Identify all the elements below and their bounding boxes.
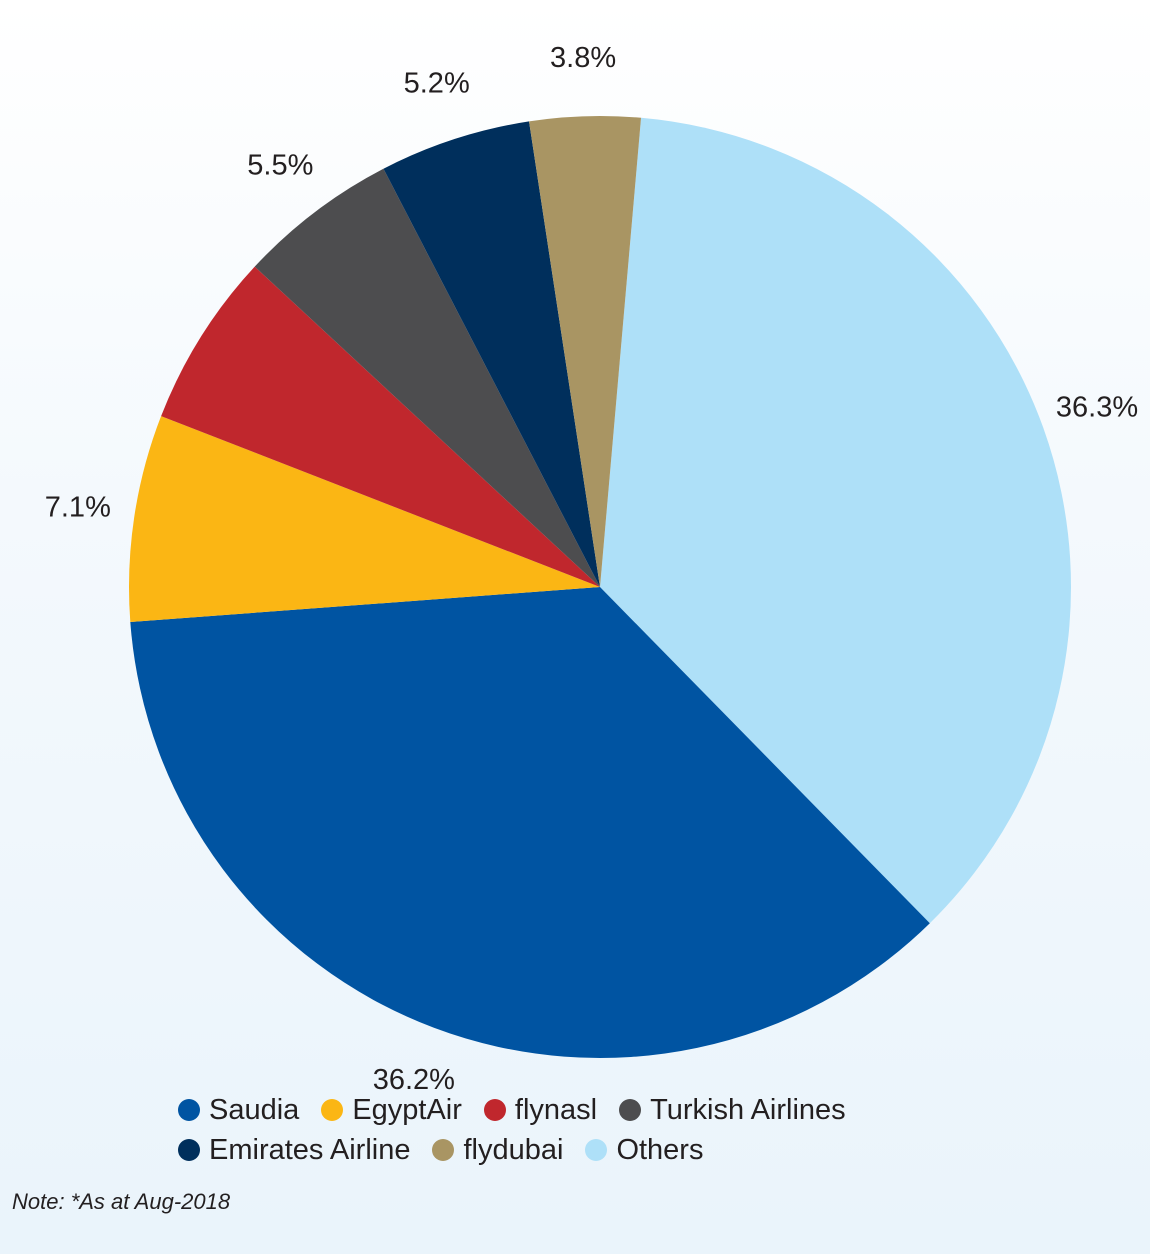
legend: Saudia EgyptAir flynasl Turkish Airlines… — [178, 1090, 938, 1170]
legend-marker-others — [585, 1139, 608, 1161]
legend-row: Saudia EgyptAir flynasl Turkish Airlines — [178, 1090, 938, 1130]
legend-label-others: Others — [616, 1133, 704, 1166]
legend-label-flydubai: flydubai — [463, 1133, 564, 1166]
pie-slice-others — [600, 117, 1072, 924]
legend-item-others: Others — [585, 1134, 703, 1167]
legend-row: Emirates Airline flydubai Others — [178, 1130, 938, 1170]
legend-marker-saudia — [178, 1099, 200, 1121]
pie-slice-turkish-airlines — [254, 168, 600, 588]
legend-item-flynasl: flynasl — [483, 1093, 598, 1127]
legend-label-egyptair: EgyptAir — [352, 1093, 462, 1126]
legend-item-egyptair: EgyptAir — [321, 1094, 462, 1127]
legend-marker-turkish-airlines — [619, 1099, 642, 1121]
legend-label-turkish-airlines: Turkish Airlines — [650, 1093, 846, 1126]
pie-slice-flynasl — [161, 266, 600, 587]
legend-item-emirates-airline: Emirates Airline — [178, 1134, 410, 1167]
legend-marker-egyptair — [321, 1099, 344, 1121]
footnote: Note: *As at Aug-2018 — [12, 1189, 231, 1214]
legend-label-emirates-airline: Emirates Airline — [209, 1133, 411, 1166]
data-label-egyptair: 7.1% — [45, 492, 111, 524]
data-label-saudia: 36.2% — [373, 1064, 455, 1096]
pie-slice-emirates-airline — [383, 121, 600, 587]
legend-item-saudia: Saudia — [178, 1094, 299, 1127]
pie-slice-egyptair — [129, 416, 600, 622]
legend-marker-flydubai — [432, 1139, 455, 1161]
data-label-flydubai: 3.8% — [550, 42, 616, 74]
legend-item-flydubai: flydubai — [432, 1134, 563, 1167]
data-label-turkish-airlines: 5.5% — [247, 149, 313, 181]
pie-slice-flydubai — [529, 115, 642, 587]
data-label-others: 36.3% — [1056, 391, 1138, 423]
legend-item-turkish-airlines: Turkish Airlines — [619, 1094, 846, 1127]
pie-slice-saudia — [130, 587, 930, 1059]
legend-marker-emirates-airline — [178, 1139, 200, 1161]
legend-label-saudia: Saudia — [209, 1093, 300, 1126]
legend-label-flynasl: flynasl — [514, 1093, 598, 1126]
data-label-emirates-airline: 5.2% — [404, 68, 470, 100]
legend-marker-flynasl — [483, 1099, 506, 1121]
